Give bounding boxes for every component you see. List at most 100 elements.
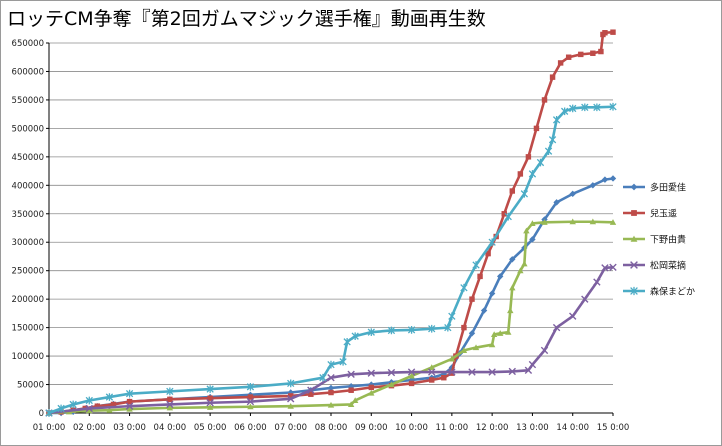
y-tick-label: 0 [39,409,44,419]
y-tick-label: 150000 [12,324,44,334]
data-point [206,385,214,393]
data-point [106,406,113,413]
data-point [557,60,564,66]
data-point [308,391,314,397]
legend-item: 多田愛佳 [623,182,686,194]
legend-label: 兒玉遥 [650,208,677,220]
data-point [351,332,359,340]
series-3 [45,218,617,416]
data-point [388,381,395,388]
data-point [593,278,601,286]
data-point [351,397,359,404]
data-point [501,211,507,217]
data-point [327,374,335,382]
data-point [508,367,516,376]
data-point [507,307,514,314]
data-point [368,389,375,396]
data-point [339,357,347,366]
data-point [327,401,335,408]
data-point [488,341,496,348]
y-axis-ticks: 0 50000 100000 150000 200000 250000 300000 3500… [12,39,49,419]
data-point [367,328,375,337]
series-line [48,105,614,415]
data-point [569,312,577,320]
data-point [497,330,504,336]
x-tick-label: 12 0:00 [476,423,509,433]
data-point [593,103,601,112]
data-point [590,50,596,56]
data-point [167,396,173,403]
data-point [126,398,133,405]
y-tick-label: 100000 [12,352,44,362]
data-point [536,158,545,167]
data-point [319,373,327,382]
data-point [485,250,491,257]
data-point [504,212,512,221]
x-tick-label: 11 0:00 [436,423,469,433]
x-tick-label: 14 0:00 [556,423,589,433]
series-5 [45,102,617,417]
data-point [589,182,597,189]
data-point [247,403,254,410]
data-point [125,402,134,410]
y-tick-label: 200000 [12,295,44,305]
data-point [246,382,255,391]
data-point [581,295,589,303]
legend-label: 多田愛佳 [650,182,686,194]
data-point [469,296,475,302]
gridlines [49,42,613,385]
series-4 [45,263,617,417]
data-point [407,326,416,334]
data-point [480,307,488,314]
x-tick-label: 05 0:00 [194,423,227,433]
data-point [602,30,608,36]
legend-label: 下野由貴 [650,234,686,246]
data-point [94,403,101,409]
data-point [468,368,476,376]
data-point [387,326,396,335]
data-point [327,384,335,392]
data-point [45,409,53,417]
data-point [448,312,456,321]
data-point [517,267,524,274]
data-point [472,344,480,351]
data-point [110,401,117,408]
data-point [206,404,214,410]
data-point [408,372,415,379]
data-point [533,125,540,132]
data-point [347,401,355,408]
data-point [448,368,456,376]
data-point [441,374,447,381]
data-point [387,368,396,377]
data-point [287,379,295,388]
data-point [407,368,416,376]
data-point [460,283,468,292]
data-point [460,347,468,353]
legend-item: 兒玉遥 [623,208,677,220]
data-point [327,360,335,369]
data-point [428,377,435,383]
data-point [85,404,93,413]
data-point [601,264,609,272]
data-point [206,399,214,407]
data-point [541,219,548,225]
data-point [609,263,617,271]
legend-marker [630,261,638,269]
y-tick-label: 50000 [17,381,44,391]
series-group [45,29,617,417]
legend-marker [630,183,638,191]
chart-title: ロッテCM争奪『第2回ガムマジック選手権』動画再生数 [7,8,486,30]
y-tick-label: 450000 [12,153,44,163]
x-tick-label: 09 0:00 [355,423,388,433]
legend-item: 松岡菜摘 [623,260,686,272]
x-tick-label: 08 0:00 [315,423,348,433]
data-point [528,170,537,178]
data-point [461,324,467,331]
y-tick-label: 550000 [12,96,44,106]
data-point [569,218,576,225]
y-tick-label: 650000 [12,39,44,49]
data-point [548,135,557,144]
